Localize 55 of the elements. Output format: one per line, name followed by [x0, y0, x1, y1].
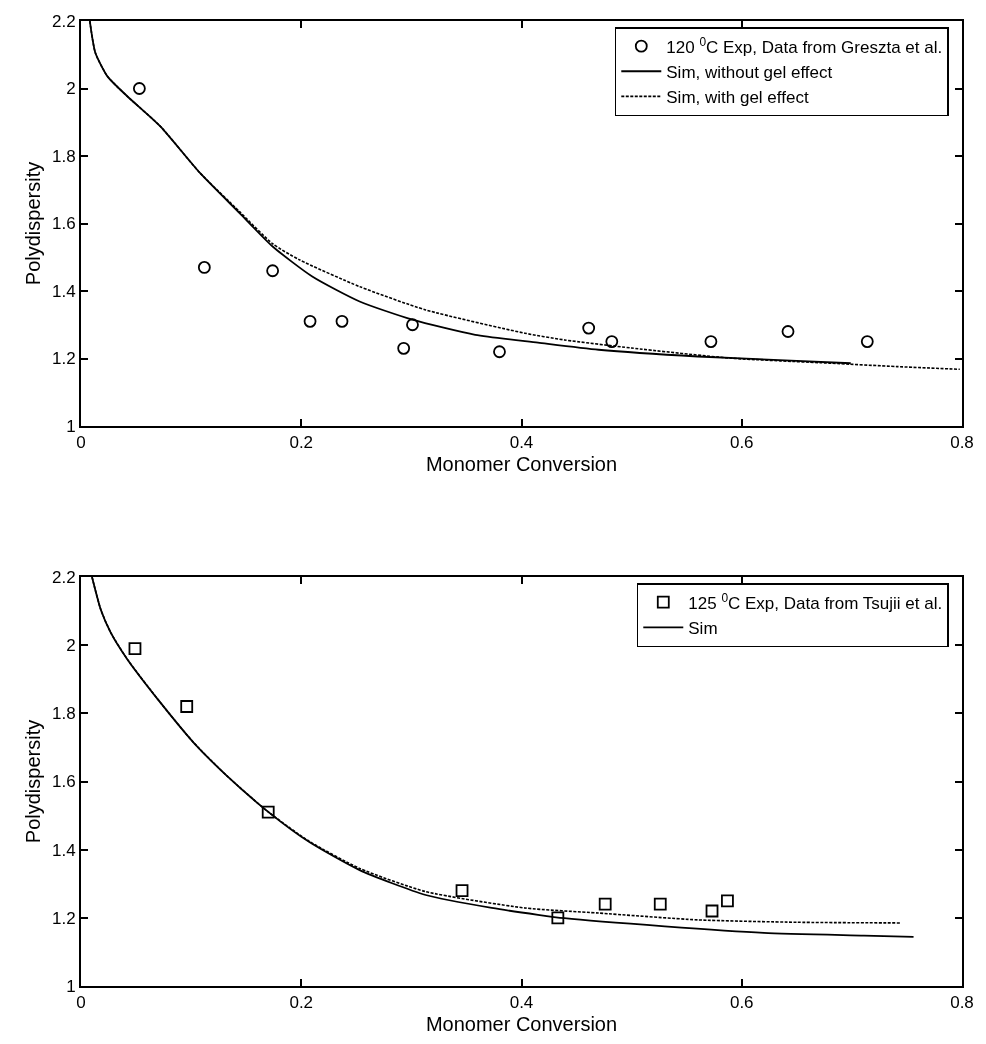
x-axis-title: Monomer Conversion: [425, 1013, 618, 1036]
legend-label: Sim, with gel effect: [666, 87, 809, 107]
y-tick-label: 2: [66, 79, 76, 99]
point: [551, 911, 565, 925]
point: [455, 884, 469, 897]
x-tick-label: 0.8: [950, 433, 974, 453]
legend-label: 120 $^{0}$C Exp, Data from Greszta et al.: [666, 34, 943, 57]
x-tick-label: 0.4: [509, 433, 534, 453]
point: [303, 314, 317, 328]
legend-label: 125 $^{0}$C Exp, Data from Tsujii et al.: [688, 590, 943, 613]
y-axis-title: Polydispersity: [22, 161, 45, 286]
point: [406, 318, 419, 332]
x-tick-label: 0: [76, 433, 86, 453]
y-tick-label: 1.4: [52, 281, 76, 301]
x-tick-label: 0.6: [729, 993, 754, 1013]
point: [721, 894, 734, 908]
point: [705, 904, 719, 918]
y-tick-label: 1.2: [52, 349, 76, 369]
y-tick-label: 1.6: [52, 772, 76, 792]
legend-label: Sim: [688, 618, 718, 638]
point: [781, 325, 795, 338]
y-tick-label: 1.2: [52, 908, 76, 928]
y-tick-label: 2: [66, 636, 76, 656]
point: [397, 341, 411, 355]
y-tick-label: 1: [66, 416, 76, 436]
y-tick-label: 1.6: [52, 214, 76, 234]
y-tick-label: 2.2: [52, 11, 76, 31]
y-tick-label: 1.4: [52, 840, 76, 860]
y-axis-title: Polydispersity: [22, 719, 45, 844]
point: [128, 642, 142, 655]
point: [860, 335, 874, 349]
point: [605, 335, 619, 349]
point: [598, 897, 612, 911]
point: [266, 264, 280, 278]
point: [704, 335, 718, 349]
x-tick-label: 0.4: [509, 993, 534, 1013]
y-tick-label: 1.8: [52, 146, 76, 166]
point: [493, 345, 506, 359]
x-tick-label: 0.2: [289, 993, 314, 1013]
point: [132, 82, 146, 95]
x-tick-label: 0.8: [950, 993, 974, 1013]
x-tick-label: 0: [76, 993, 86, 1013]
point: [335, 314, 349, 328]
point: [197, 260, 211, 274]
x-tick-label: 0.6: [729, 433, 754, 453]
y-tick-label: 1.8: [52, 704, 76, 724]
point: [653, 897, 667, 911]
point: [180, 700, 194, 713]
point: [261, 805, 275, 819]
legend-label: Sim, without gel effect: [666, 62, 833, 82]
x-tick-label: 0.2: [289, 433, 314, 453]
x-axis-title: Monomer Conversion: [425, 453, 618, 476]
y-tick-label: 1: [66, 976, 76, 996]
y-tick-label: 2.2: [52, 567, 76, 587]
point: [582, 321, 596, 335]
